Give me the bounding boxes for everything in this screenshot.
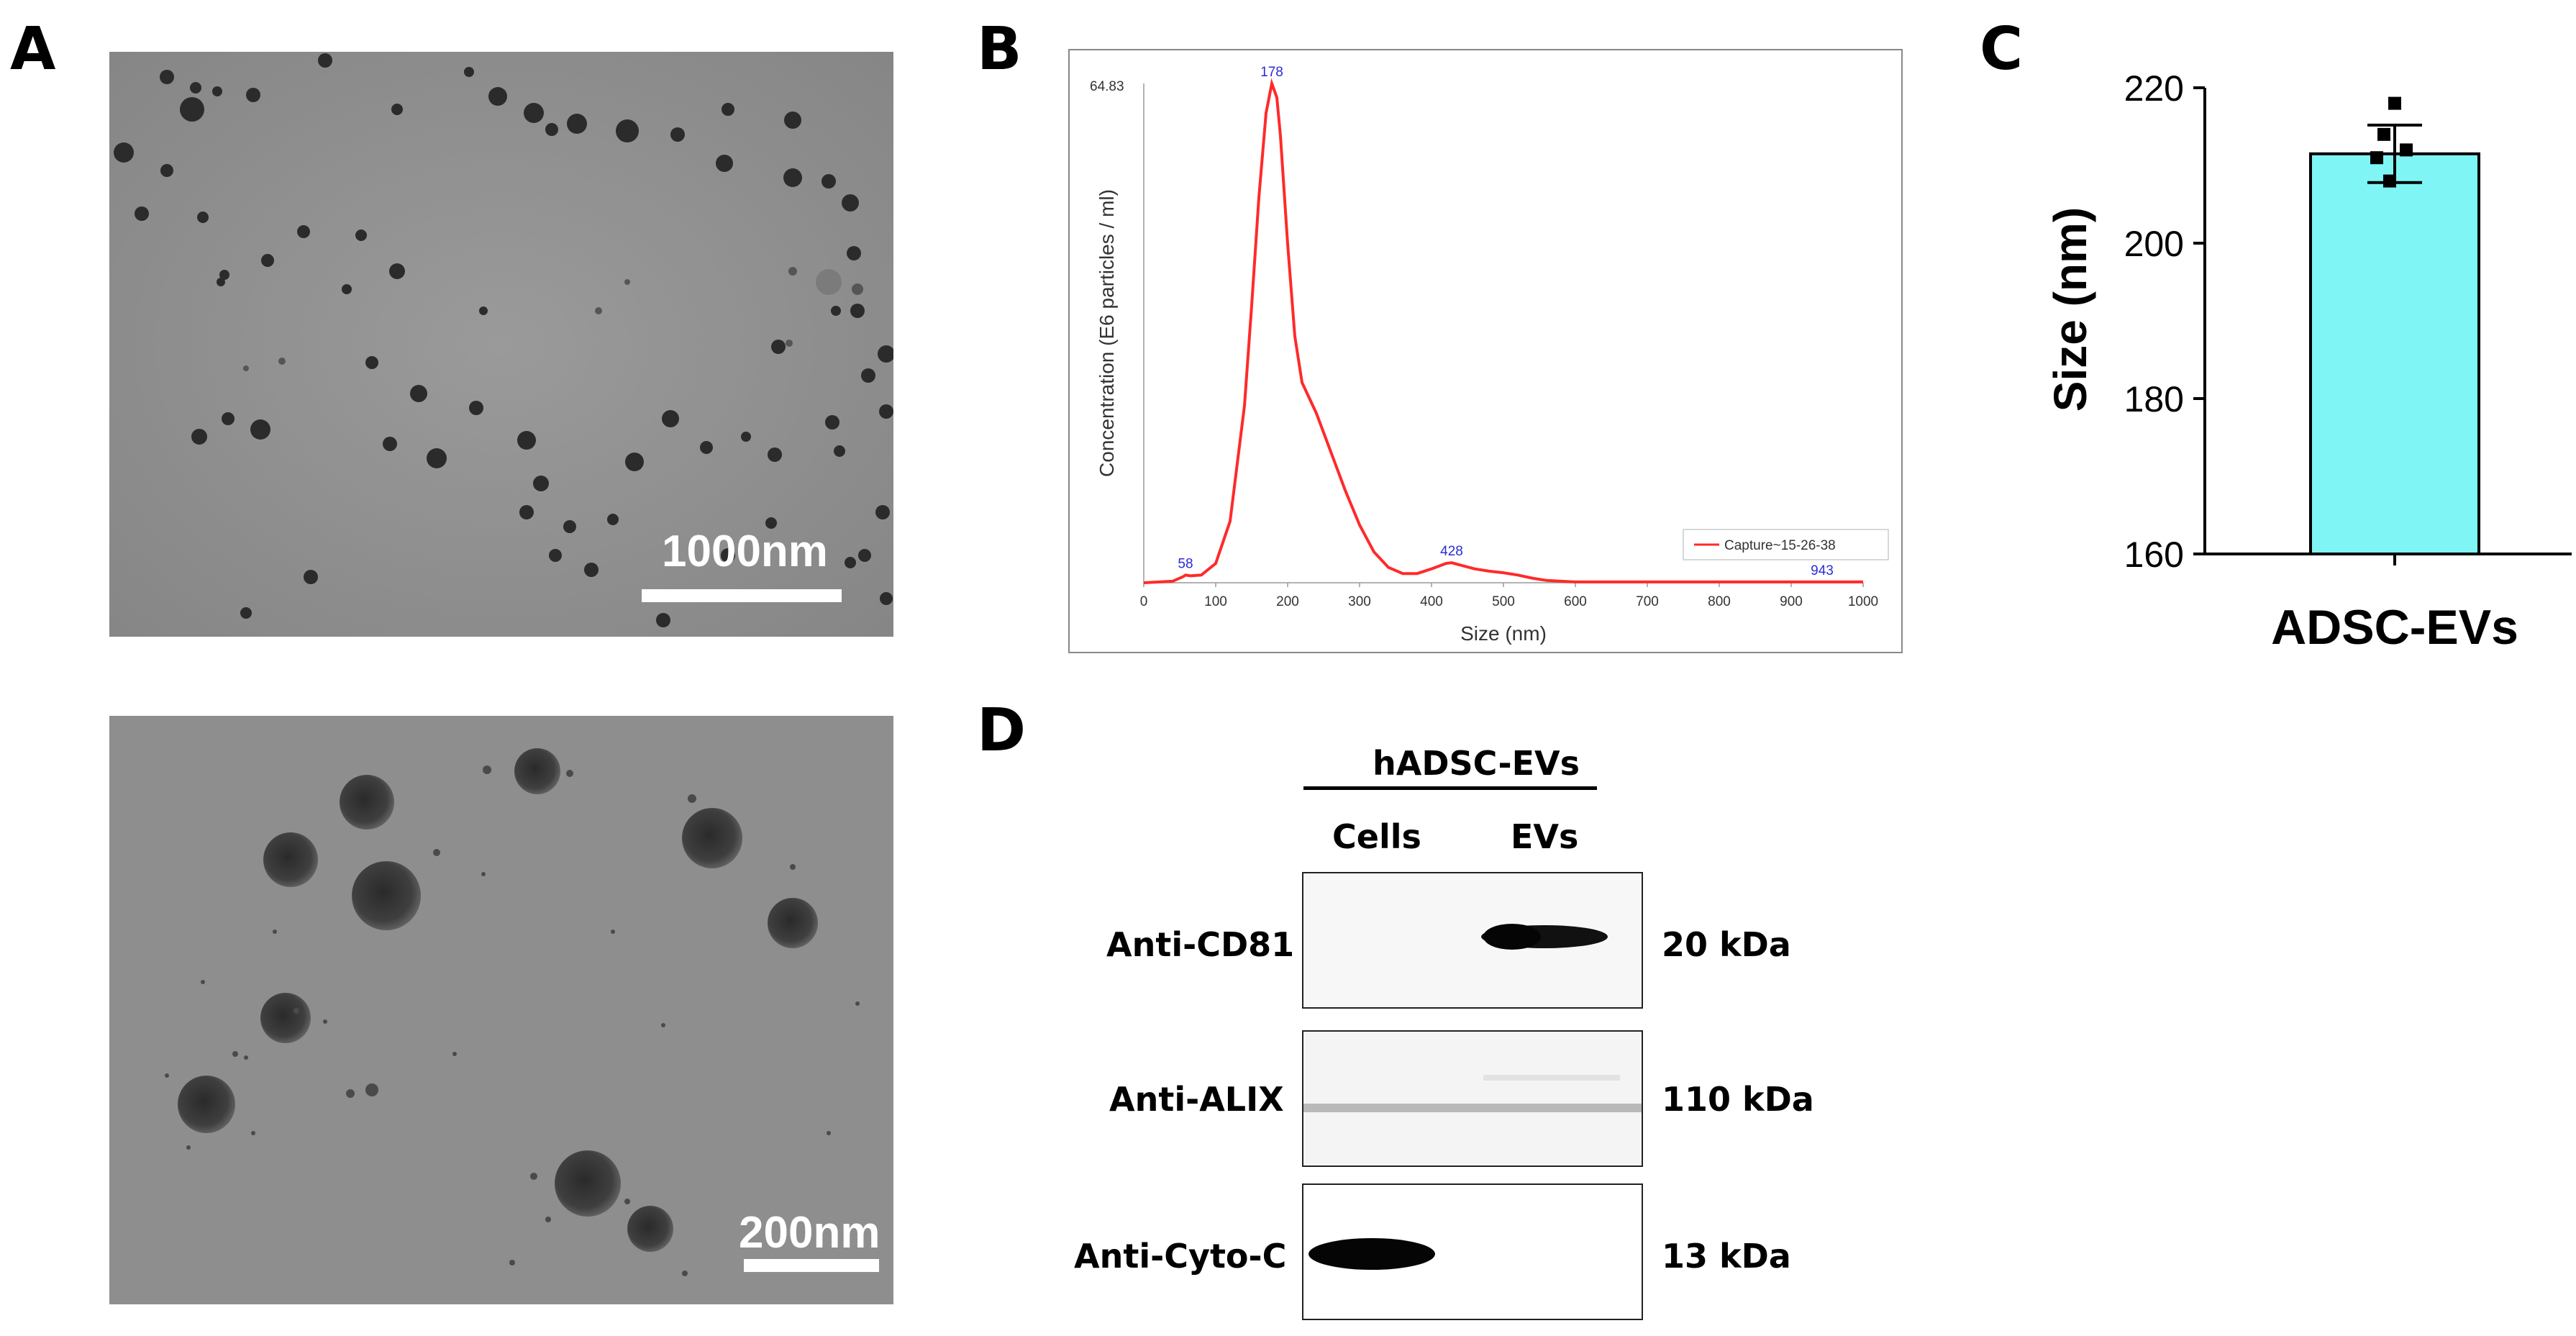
tem-image-bottom: 200nm xyxy=(109,716,893,1304)
x-tick-label: 0 xyxy=(1140,594,1148,609)
data-point xyxy=(2388,96,2401,110)
data-points xyxy=(2370,96,2413,188)
antibody-label-cd81: Anti-CD81 xyxy=(1106,925,1295,964)
antibody-label-cyto-c: Anti-Cyto-C xyxy=(1074,1237,1287,1276)
scale-bar-bottom xyxy=(744,1259,879,1272)
group-underline xyxy=(1303,786,1597,790)
size-label-alix: 110 kDa xyxy=(1662,1080,1814,1119)
tem-image-top: 1000nm xyxy=(109,52,893,637)
lane-label-evs: EVs xyxy=(1511,817,1579,856)
panel-letter-b: B xyxy=(977,15,1022,83)
scale-bar-top xyxy=(642,589,842,602)
y-tick-label: 160 xyxy=(2124,535,2184,575)
x-tick-label: 500 xyxy=(1492,594,1515,609)
x-category-label: ADSC-EVs xyxy=(2271,600,2518,655)
blot-alix xyxy=(1302,1030,1643,1167)
data-point xyxy=(2370,151,2383,165)
y-tick-label: 220 xyxy=(2124,68,2184,109)
peak-label: 943 xyxy=(1811,563,1834,578)
x-tick-label: 300 xyxy=(1348,594,1371,609)
data-point xyxy=(2383,174,2396,188)
x-tick-label: 1000 xyxy=(1848,594,1878,609)
tem-particles-bottom xyxy=(109,716,893,1304)
x-tick-label: 700 xyxy=(1636,594,1659,609)
size-distribution-line xyxy=(1143,78,1863,584)
size-bar-chart: 160 180 200 220 Size (nm) ADSC-EVs xyxy=(2044,68,2572,655)
legend: Capture~15-26-38 xyxy=(1683,529,1889,560)
nta-size-chart: 0 100 200 300 400 500 600 700 800 900 1000 58 178 42… xyxy=(1068,49,1903,653)
x-tick-label: 800 xyxy=(1708,594,1731,609)
y-tick-label: 200 xyxy=(2124,224,2184,264)
y-tick-labels: 160 180 200 220 xyxy=(2124,68,2205,575)
size-label-cd81: 20 kDa xyxy=(1662,925,1791,964)
blot-cd81-bands xyxy=(1303,873,1642,1007)
scale-label-200nm: 200nm xyxy=(739,1208,880,1258)
y-axis-label: Concentration (E6 particles / ml) xyxy=(1096,189,1118,477)
panel-letter-a: A xyxy=(10,15,56,83)
x-tick-label: 100 xyxy=(1204,594,1227,609)
y-max-label: 64.83 xyxy=(1090,79,1124,94)
blot-cyto-c xyxy=(1302,1183,1643,1320)
bar-adsc-evs xyxy=(2309,152,2480,556)
lane-label-cells: Cells xyxy=(1332,817,1421,856)
data-point xyxy=(2400,143,2413,157)
x-tick-label: 400 xyxy=(1420,594,1443,609)
x-tick-label: 900 xyxy=(1780,594,1803,609)
x-tick-labels: 0 100 200 300 400 500 600 700 800 900 1000 xyxy=(1140,583,1878,609)
peak-labels: 58 178 428 943 xyxy=(1178,65,1833,578)
scale-label-1000nm: 1000nm xyxy=(662,527,828,576)
tem-particles-top xyxy=(109,52,893,637)
blot-cd81 xyxy=(1302,872,1643,1009)
legend-label: Capture~15-26-38 xyxy=(1724,538,1836,553)
x-axis-label: Size (nm) xyxy=(1460,622,1547,645)
x-tick-label: 200 xyxy=(1276,594,1299,609)
peak-label: 58 xyxy=(1178,556,1193,571)
data-point xyxy=(2377,127,2390,141)
peak-label: 178 xyxy=(1260,65,1283,80)
panel-letter-c: C xyxy=(1980,15,2024,83)
panel-letter-d: D xyxy=(977,696,1027,765)
blot-cyto-c-bands xyxy=(1303,1185,1642,1319)
group-label: hADSC-EVs xyxy=(1373,744,1580,783)
peak-label: 428 xyxy=(1440,544,1463,559)
antibody-label-alix: Anti-ALIX xyxy=(1109,1080,1284,1119)
chart-frame xyxy=(1068,49,1903,653)
blot-alix-bands xyxy=(1303,1032,1642,1165)
x-tick-label: 600 xyxy=(1564,594,1587,609)
y-tick-label: 180 xyxy=(2124,379,2184,419)
size-label-cyto-c: 13 kDa xyxy=(1662,1237,1791,1276)
y-axis-label: Size (nm) xyxy=(2044,207,2096,412)
